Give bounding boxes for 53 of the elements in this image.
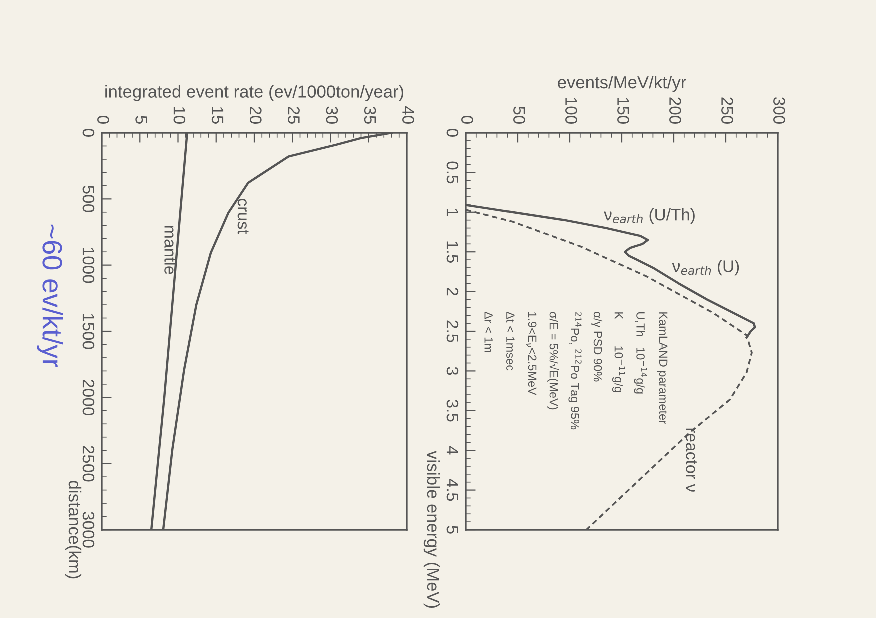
annotation: $^{214}$Po, $^{212}$Po Tag 95% (568, 312, 582, 430)
y-tick-label: 500 (82, 186, 95, 212)
annotation: ν$_{earth}$ (U) (672, 260, 740, 276)
annotation: 1.9<E$_{ν}$<2.5MeV (526, 312, 537, 396)
x-axis-title: events/MeV/kt/yr (558, 76, 686, 92)
x-tick-label: 15 (212, 107, 224, 124)
annotation: crust (238, 199, 249, 234)
y-tick-label: 0 (446, 129, 459, 137)
annotation: K 10$^{−11}$g/g (612, 312, 626, 392)
x-tick-label: 250 (722, 98, 734, 124)
y-tick-label: 2 (446, 288, 459, 296)
x-tick-label: 25 (288, 106, 300, 124)
y-tick-label: 0 (82, 129, 95, 137)
annotation: U,Th 10$^{−14}$g/g (634, 312, 648, 394)
annotation: KamLAND parameter (657, 312, 668, 424)
y-tick-label: 5 (446, 526, 458, 534)
y-tick-label: 2000 (82, 380, 95, 416)
y-axis-title: distance(km) (65, 481, 82, 579)
y-tick-label: 2.5 (446, 320, 459, 342)
x-tick-label: 100 (566, 98, 578, 124)
annotation: Δr < 1m (484, 312, 493, 353)
y-tick-label: 3000 (82, 512, 95, 548)
y-tick-label: 2500 (82, 446, 95, 482)
x-tick-label: 0 (98, 116, 110, 124)
x-tick-label: 50 (514, 106, 526, 124)
y-tick-label: 4 (446, 446, 458, 455)
x-tick-label: 10 (174, 107, 186, 124)
annotation: σ/E = 5%/√E(MeV) (547, 312, 560, 410)
x-tick-label: 0 (462, 116, 474, 124)
annotation: ν$_{earth}$ (U/Th) (604, 208, 695, 224)
x-axis-title: integrated event rate (ev/1000ton/year) (106, 85, 404, 102)
text: ~60 ev/kt/yr (37, 224, 64, 368)
x-tick-label: 5 (136, 116, 148, 124)
x-tick-label: 300 (774, 97, 786, 124)
y-tick-label: 3 (446, 367, 459, 376)
y-tick-label: 1000 (82, 248, 95, 284)
y-tick-label: 1.5 (446, 242, 458, 263)
x-tick-label: 30 (326, 106, 338, 124)
y-tick-label: 1500 (82, 314, 95, 350)
y-tick-label: 1 (446, 209, 458, 216)
x-tick-label: 200 (670, 98, 682, 124)
annotation: α/γ PSD 90% (592, 312, 603, 382)
annotation: mantle (164, 226, 177, 274)
x-tick-label: 150 (618, 98, 630, 124)
annotation: reactor ν (686, 428, 698, 492)
y-tick-label: 0.5 (446, 162, 459, 184)
y-tick-label: 4.5 (446, 479, 458, 502)
x-tick-label: 35 (364, 106, 376, 124)
y-axis-title: visible energy (MeV) (424, 450, 440, 608)
annotation: Δt < 1msec (506, 312, 515, 371)
x-tick-label: 40 (402, 106, 414, 124)
y-tick-label: 3.5 (446, 400, 459, 422)
x-tick-label: 20 (250, 106, 262, 124)
